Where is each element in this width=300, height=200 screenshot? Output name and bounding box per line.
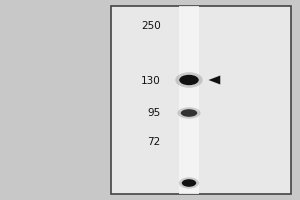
Ellipse shape [179, 177, 199, 189]
Bar [111, 6, 291, 194]
Ellipse shape [179, 75, 199, 85]
Polygon shape [208, 76, 220, 84]
Ellipse shape [178, 107, 201, 119]
Text: 250: 250 [141, 21, 160, 31]
Ellipse shape [175, 72, 203, 88]
Ellipse shape [181, 109, 197, 117]
Text: 95: 95 [147, 108, 161, 118]
Text: 130: 130 [141, 76, 160, 86]
Ellipse shape [182, 179, 196, 187]
Text: 72: 72 [147, 137, 161, 147]
Bar [179, 6, 199, 194]
